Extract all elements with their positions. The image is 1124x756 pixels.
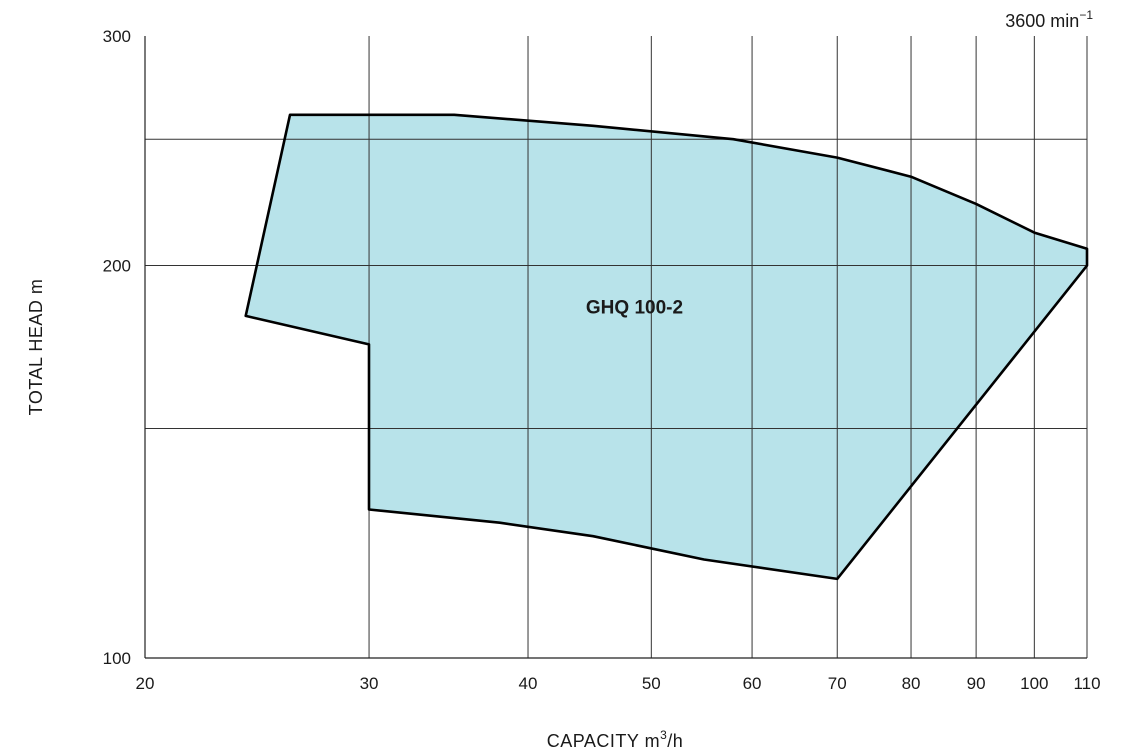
x-tick-label-30: 30 bbox=[360, 674, 379, 693]
grid-layer bbox=[145, 36, 1089, 658]
x-tick-label-100: 100 bbox=[1020, 674, 1048, 693]
x-tick-label-110: 110 bbox=[1073, 674, 1100, 693]
region-label: GHQ 100-2 bbox=[586, 298, 683, 319]
y-tick-label-300: 300 bbox=[103, 27, 131, 46]
tick-label-layer: 20 30 40 50 60 70 80 90 100 110 100 200 300 bbox=[103, 27, 1101, 693]
frame-layer bbox=[144, 36, 1087, 659]
operating-region-fill-0 bbox=[245, 114, 1087, 579]
x-tick-label-50: 50 bbox=[642, 674, 661, 693]
x-tick-label-20: 20 bbox=[136, 674, 155, 693]
x-tick-label-90: 90 bbox=[967, 674, 986, 693]
x-tick-label-40: 40 bbox=[519, 674, 538, 693]
x-axis-title-superscript: 3 bbox=[660, 728, 667, 742]
x-tick-label-60: 60 bbox=[743, 674, 762, 693]
speed-superscript: −1 bbox=[1079, 8, 1093, 22]
speed-label: 3600 min−1 bbox=[1005, 8, 1093, 31]
area-layer bbox=[245, 114, 1087, 579]
y-tick-label-100: 100 bbox=[103, 649, 131, 668]
speed-value: 3600 min bbox=[1005, 11, 1079, 31]
x-axis-title-suffix: /h bbox=[667, 731, 683, 751]
x-axis-title: CAPACITY m3/h bbox=[547, 728, 684, 751]
x-axis-title-text: CAPACITY m bbox=[547, 731, 660, 751]
x-tick-label-80: 80 bbox=[902, 674, 921, 693]
operating-region-outline-0 bbox=[244, 113, 1089, 581]
y-tick-label-200: 200 bbox=[103, 257, 131, 276]
x-tick-label-70: 70 bbox=[828, 674, 847, 693]
y-axis-title: TOTAL HEAD m bbox=[26, 279, 46, 416]
